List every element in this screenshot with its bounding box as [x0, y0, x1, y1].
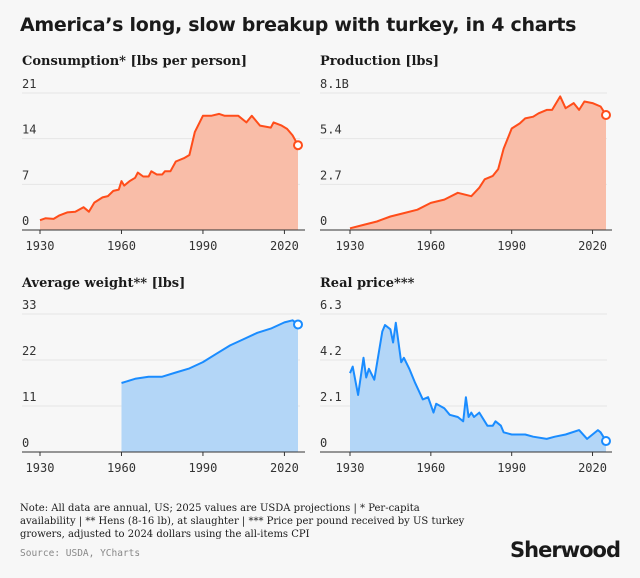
y-tick-label: 11: [22, 390, 36, 404]
area-fill: [350, 96, 606, 231]
x-tick-label: 2020: [578, 461, 607, 475]
x-tick-label: 2020: [270, 461, 299, 475]
panel-title-weight: Average weight** [lbs]: [22, 276, 186, 291]
sherwood-logo: Sherwood: [510, 538, 621, 562]
x-tick-label: 2020: [578, 239, 607, 253]
page-title: America’s long, slow breakup with turkey…: [20, 14, 577, 36]
x-tick-label: 1990: [188, 461, 217, 475]
y-tick-label: 33: [22, 298, 36, 312]
x-tick-label: 1930: [26, 461, 55, 475]
y-tick-label: 0: [320, 214, 327, 228]
panel-title-consumption: Consumption* [lbs per person]: [22, 54, 248, 69]
charts-svg: 0 7 14 21 1930 1960 1990 2020 0 2.7 5.4 8.1B 1930 196…: [22, 77, 612, 475]
footnote: Note: All data are annual, US; 2025 valu…: [20, 503, 465, 540]
x-tick-label: 1960: [107, 461, 136, 475]
x-tick-label: 1930: [336, 461, 365, 475]
series-line: [121, 319, 299, 384]
y-tick-label: 14: [22, 123, 36, 137]
x-tick-label: 1990: [497, 461, 526, 475]
y-tick-label: 2.1: [320, 390, 342, 404]
source-line: Source: USDA, YCharts: [20, 548, 141, 559]
x-tick-label: 1990: [188, 239, 217, 253]
y-tick-label: 0: [22, 436, 29, 450]
y-tick-label: 6.3: [320, 298, 342, 312]
y-tick-label: 4.2: [320, 344, 342, 358]
y-tick-label: 7: [22, 168, 29, 182]
x-tick-label: 2020: [270, 239, 299, 253]
panel-title-production: Production [lbs]: [320, 54, 439, 69]
y-tick-label: 5.4: [320, 123, 342, 137]
y-tick-label: 22: [22, 344, 36, 358]
last-value-marker: [601, 436, 611, 447]
area-fill: [121, 320, 298, 452]
x-tick-label: 1990: [497, 239, 526, 253]
y-tick-label: 8.1B: [320, 77, 349, 91]
last-value-marker: [601, 109, 611, 120]
panel-title-price: Real price***: [320, 276, 415, 291]
series-line: [349, 95, 607, 230]
x-tick-label: 1960: [107, 239, 136, 253]
series-line: [349, 321, 607, 442]
last-value-marker: [293, 140, 303, 151]
y-tick-label: 2.7: [320, 168, 342, 182]
y-tick-label: 0: [320, 436, 327, 450]
x-tick-label: 1930: [26, 239, 55, 253]
area-fill: [350, 322, 606, 452]
x-tick-label: 1960: [416, 461, 445, 475]
x-tick-label: 1930: [336, 239, 365, 253]
x-tick-label: 1960: [416, 239, 445, 253]
last-value-marker: [293, 319, 303, 330]
y-tick-label: 0: [22, 214, 29, 228]
y-tick-label: 21: [22, 77, 36, 91]
series-line: [39, 112, 299, 222]
